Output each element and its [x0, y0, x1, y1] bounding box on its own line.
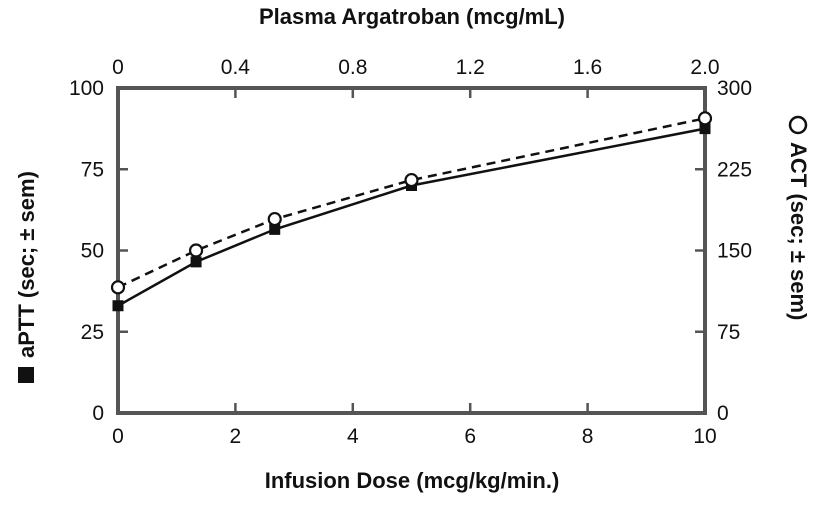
y2-tick-label: 225	[717, 158, 752, 181]
y2-tick-label: 75	[717, 321, 740, 344]
right-axis-title: ACT (sec; ± sem)	[786, 142, 811, 320]
y-ticks-right: 0 75 150 225 300	[695, 77, 752, 425]
act-point	[110, 280, 126, 295]
x-tick-label: 0	[112, 425, 124, 448]
x2-tick-label: 0.4	[221, 56, 251, 79]
y-tick-label: 50	[81, 240, 104, 263]
x2-tick-label: 0	[112, 56, 124, 79]
y-tick-label: 0	[92, 402, 104, 425]
series-markers	[110, 111, 713, 312]
bottom-axis-title: Infusion Dose (mcg/kg/min.)	[265, 468, 560, 493]
y2-tick-label: 0	[717, 402, 729, 425]
x-ticks-bottom: 0 2 4 6 8 10	[112, 403, 717, 448]
aptt-point	[269, 223, 281, 235]
y2-tick-label: 150	[717, 240, 752, 263]
x-tick-label: 8	[582, 425, 594, 448]
y2-tick-label: 300	[717, 77, 752, 100]
act-point	[188, 243, 204, 258]
x-ticks-top: 0 0.4 0.8 1.2 1.6 2.0	[112, 56, 720, 98]
y-ticks-left: 0 25 50 75 100	[69, 77, 128, 425]
x-tick-label: 6	[464, 425, 476, 448]
series-line-aptt	[117, 127, 706, 307]
y-tick-label: 75	[81, 158, 104, 181]
series-lines	[117, 117, 706, 307]
x2-tick-label: 0.8	[338, 56, 367, 79]
series-line-act	[117, 117, 706, 289]
aptt-point	[112, 300, 124, 312]
x2-tick-label: 1.6	[573, 56, 602, 79]
plot-frame	[116, 86, 707, 415]
x2-tick-label: 1.2	[456, 56, 485, 79]
x-tick-label: 4	[347, 425, 359, 448]
y-tick-label: 25	[81, 321, 104, 344]
act-point	[267, 211, 282, 227]
top-axis-title: Plasma Argatroban (mcg/mL)	[259, 4, 565, 29]
x-tick-label: 2	[230, 425, 242, 448]
aptt-point	[699, 123, 711, 135]
left-axis-title: aPTT (sec; ± sem)	[14, 171, 39, 358]
act-point	[404, 172, 419, 188]
x-tick-label: 10	[693, 425, 716, 448]
act-legend-marker	[788, 115, 808, 135]
act-point	[697, 111, 713, 126]
x2-tick-label: 2.0	[690, 56, 719, 79]
right-axis-title-group: ACT (sec; ± sem)	[786, 115, 811, 320]
aptt-legend-marker	[18, 367, 34, 383]
y-tick-label: 100	[69, 77, 104, 100]
aptt-point	[190, 256, 202, 268]
left-axis-title-group: aPTT (sec; ± sem)	[14, 171, 39, 383]
